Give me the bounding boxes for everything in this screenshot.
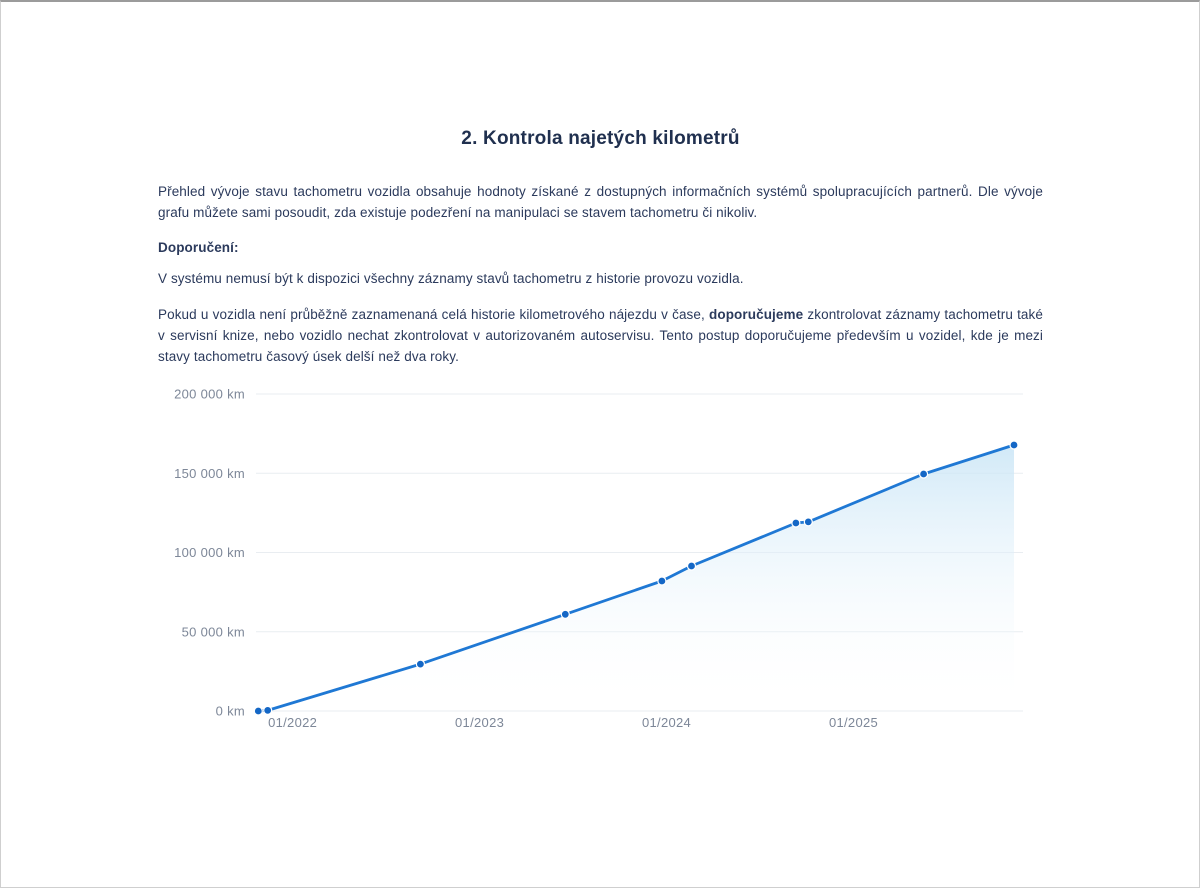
chart-data-point (791, 518, 801, 528)
y-axis-tick-label: 100 000 km (174, 545, 245, 560)
chart-data-point (686, 561, 697, 571)
intro-paragraph: Přehled vývoje stavu tachometru vozidla … (158, 184, 1043, 220)
report-content: 2. Kontrola najetých kilometrů Přehled v… (158, 2, 1043, 742)
chart-data-point (415, 659, 425, 669)
recommendation-heading: Doporučení: (158, 240, 239, 255)
chart-data-point (253, 706, 263, 716)
odometer-chart-svg: 0 km 50 000 km 100 000 km 150 000 km 200 000… (174, 387, 1023, 730)
advice-text-bold: doporučujeme (709, 307, 804, 322)
chart-data-point (803, 517, 813, 527)
advice-text-after: zkontrolovat záznamy tachometru také v s… (158, 307, 1043, 364)
x-axis-tick-label: 01/2024 (642, 715, 691, 730)
chart-data-point (560, 609, 570, 619)
y-axis-tick-label: 50 000 km (182, 624, 245, 639)
y-axis-tick-label: 150 000 km (174, 466, 245, 481)
x-axis-tick-label: 01/2025 (829, 715, 878, 730)
y-axis-tick-label: 200 000 km (174, 387, 245, 402)
x-axis-tick-label: 01/2022 (268, 715, 317, 730)
recommendation-note: V systému nemusí být k dispozici všechny… (158, 271, 744, 286)
chart-area-fill (258, 445, 1014, 711)
chart-data-point (1009, 440, 1019, 450)
chart-data-point (263, 705, 273, 715)
x-axis-tick-label: 01/2023 (455, 715, 504, 730)
chart-data-point (918, 469, 929, 479)
advice-paragraph: Pokud u vozidla není průběžně zaznamenan… (158, 304, 1043, 367)
chart-data-point (657, 576, 667, 586)
y-axis-tick-label: 0 km (216, 704, 245, 719)
advice-text-before: Pokud u vozidla není průběžně zaznamenan… (158, 307, 710, 322)
odometer-history-chart: 0 km 50 000 km 100 000 km 150 000 km 200 000… (158, 379, 1043, 742)
section-title: 2. Kontrola najetých kilometrů (461, 128, 740, 149)
chart-line (256, 443, 1016, 713)
